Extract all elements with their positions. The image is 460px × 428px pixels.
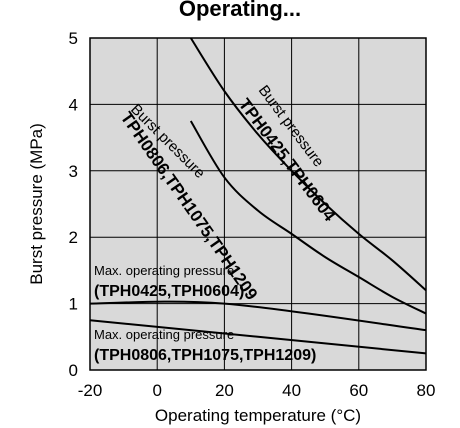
x-tick-label: 0: [152, 381, 161, 400]
maxop-lower-models: (TPH0806,TPH1075,TPH1209): [94, 347, 316, 364]
plot-frame: [89, 37, 427, 371]
y-tick-labels: 0 1 2 3 4 5: [69, 29, 78, 380]
x-tick-label: 60: [349, 381, 368, 400]
y-tick-label: 5: [69, 29, 78, 48]
maxop-lower-label: Max. operating pressure: [94, 327, 234, 342]
series-layer: [89, 37, 427, 355]
series-line-3: [89, 300, 427, 332]
y-tick-label: 3: [69, 162, 78, 181]
series-line-4: [89, 319, 427, 355]
chart-title: Operating...: [179, 0, 301, 21]
y-tick-label: 4: [69, 95, 78, 114]
plot-area: [90, 38, 426, 370]
x-tick-labels: -20 0 20 40 60 80: [78, 381, 436, 400]
y-tick-label: 2: [69, 228, 78, 247]
y-axis-title: Burst pressure (MPa): [27, 123, 46, 285]
y-tick-label: 1: [69, 295, 78, 314]
series-line-2: [189, 120, 427, 315]
maxop-upper-label: Max. operating pressure: [94, 263, 234, 278]
x-tick-label: -20: [78, 381, 103, 400]
x-tick-label: 80: [417, 381, 436, 400]
x-tick-label: 20: [215, 381, 234, 400]
series-line-1: [189, 37, 427, 292]
gridlines: [90, 38, 426, 370]
x-axis-title: Operating temperature (°C): [155, 406, 361, 425]
y-tick-label: 0: [69, 361, 78, 380]
x-tick-label: 40: [282, 381, 301, 400]
maxop-upper-models: (TPH0425,TPH0604): [94, 283, 244, 300]
